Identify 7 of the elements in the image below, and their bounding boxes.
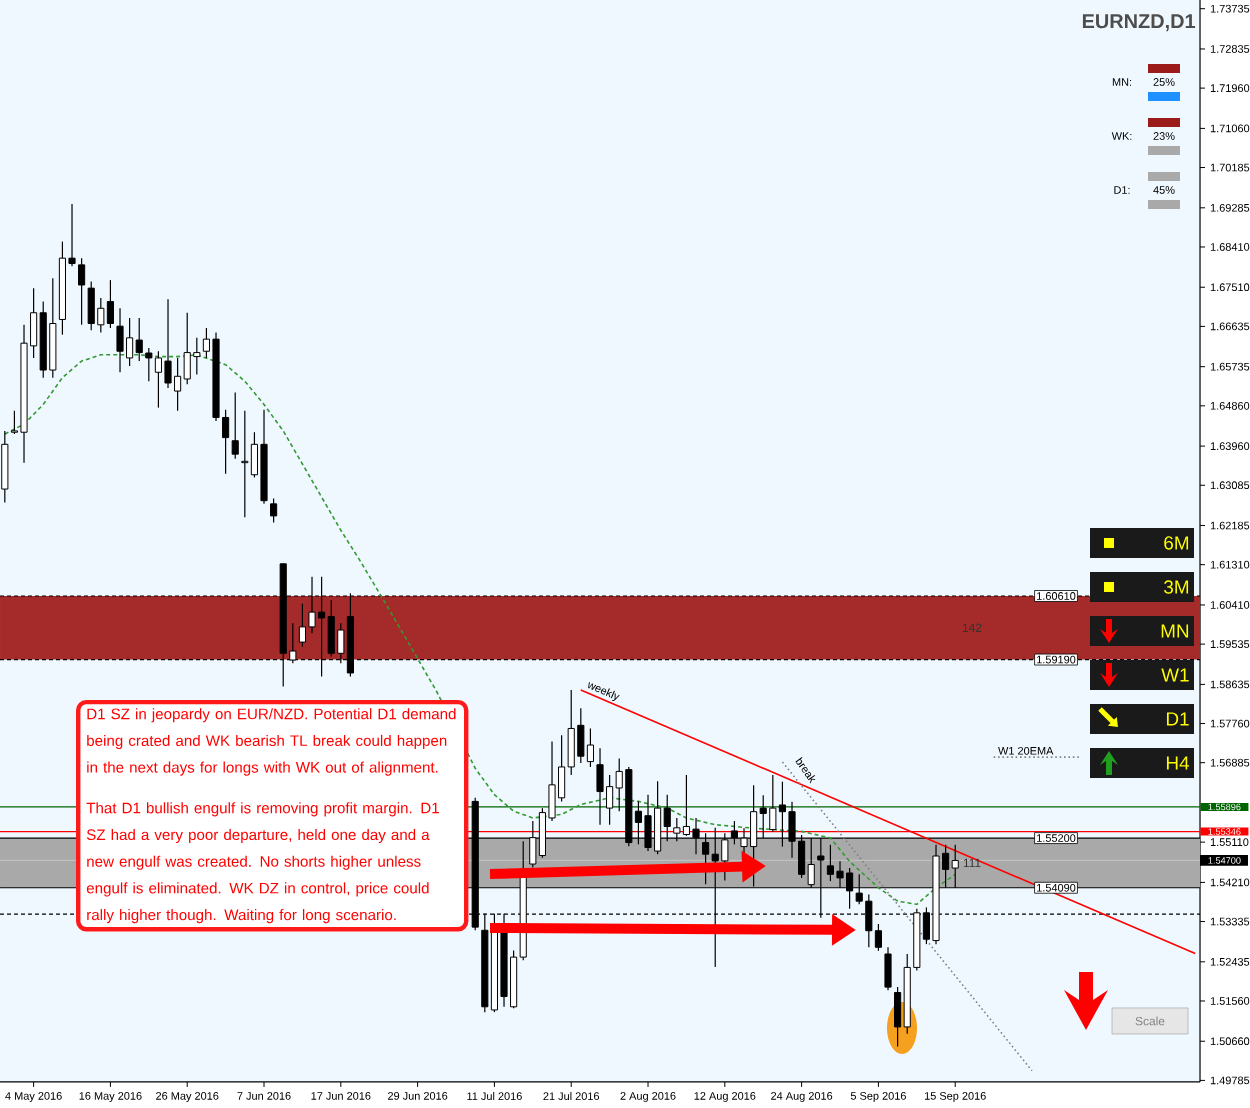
text: EURNZD,D1: [1082, 14, 1196, 32]
annotation: 6M: [1164, 536, 1189, 550]
annotation: W1: [1161, 668, 1189, 682]
annotation: H4: [1166, 756, 1190, 770]
annotation: 3M: [1164, 580, 1189, 594]
annotation: D1: [1166, 712, 1189, 726]
annotation: MN: [1161, 624, 1189, 638]
